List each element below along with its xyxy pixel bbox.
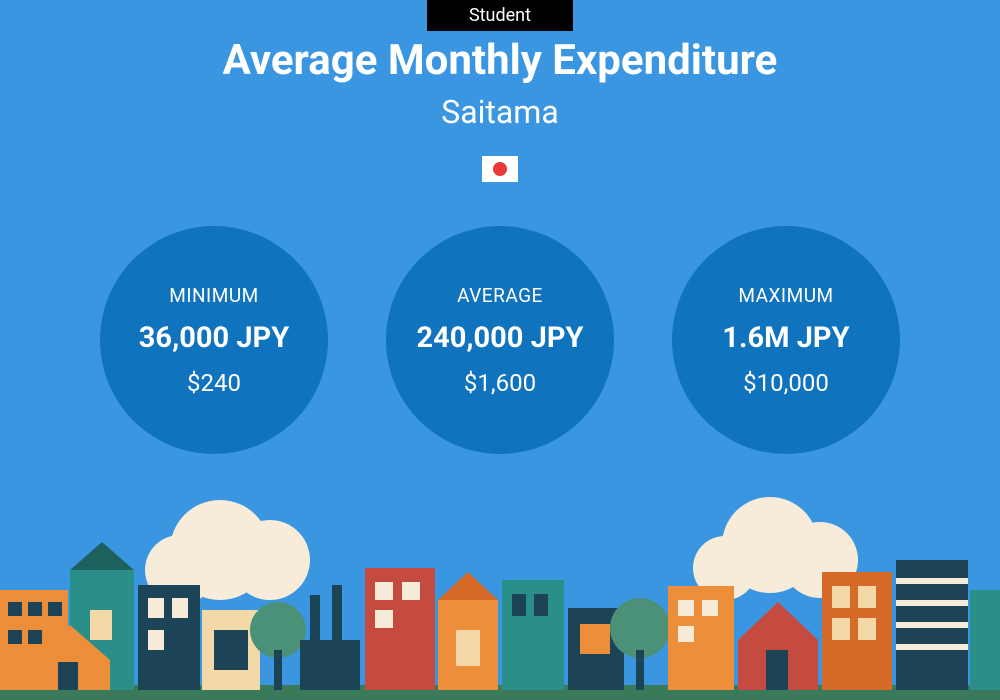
badge-label: Student bbox=[469, 5, 531, 26]
header: Average Monthly Expenditure Saitama bbox=[0, 36, 1000, 131]
stat-usd: $240 bbox=[187, 369, 241, 397]
stat-amount: 240,000 JPY bbox=[416, 321, 583, 355]
flag-dot-icon bbox=[493, 162, 507, 176]
page-subtitle: Saitama bbox=[0, 93, 1000, 131]
category-badge: Student bbox=[427, 0, 573, 31]
stat-label: MINIMUM bbox=[169, 284, 258, 307]
page-title: Average Monthly Expenditure bbox=[0, 36, 1000, 85]
stat-circle-minimum: MINIMUM 36,000 JPY $240 bbox=[100, 226, 328, 454]
stat-label: MAXIMUM bbox=[738, 284, 833, 307]
flag-japan bbox=[482, 156, 518, 182]
stat-usd: $10,000 bbox=[743, 369, 829, 397]
stat-label: AVERAGE bbox=[457, 284, 543, 307]
stat-usd: $1,600 bbox=[464, 369, 536, 397]
cityscape-illustration bbox=[0, 490, 1000, 700]
stat-circle-maximum: MAXIMUM 1.6M JPY $10,000 bbox=[672, 226, 900, 454]
stat-circle-average: AVERAGE 240,000 JPY $1,600 bbox=[386, 226, 614, 454]
stat-amount: 1.6M JPY bbox=[722, 321, 849, 355]
stat-amount: 36,000 JPY bbox=[139, 321, 289, 355]
stats-row: MINIMUM 36,000 JPY $240 AVERAGE 240,000 … bbox=[0, 226, 1000, 454]
